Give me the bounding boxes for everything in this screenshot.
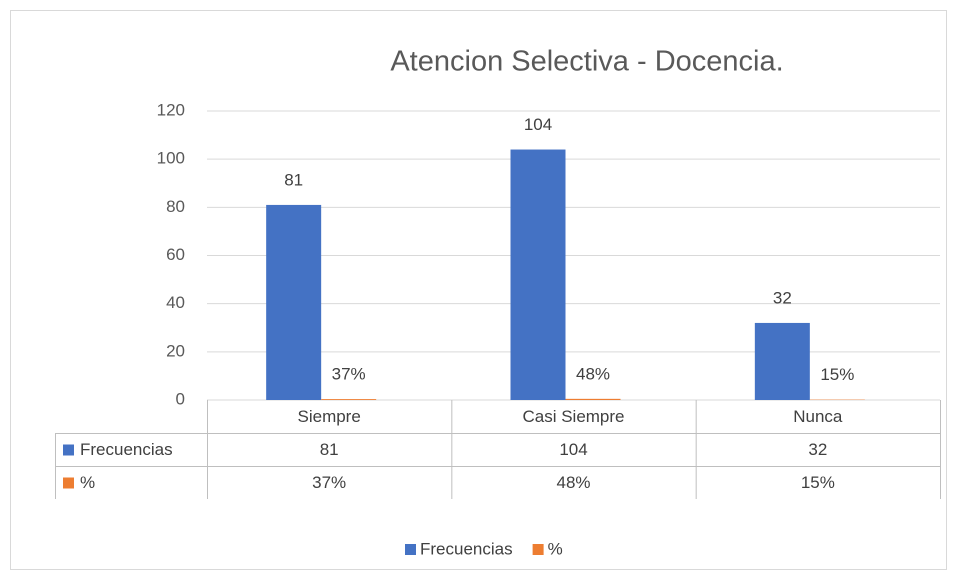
bar xyxy=(321,399,376,400)
data-label: 81 xyxy=(284,170,303,189)
y-tick-label: 40 xyxy=(166,293,185,312)
x-tick-label: Siempre xyxy=(298,407,361,426)
y-tick-label: 60 xyxy=(166,245,185,264)
table-cell: 32 xyxy=(808,440,827,459)
x-tick-label: Nunca xyxy=(793,407,843,426)
legend-label: Frecuencias xyxy=(420,539,513,558)
data-label: 48% xyxy=(576,364,610,383)
data-label: 37% xyxy=(332,365,366,384)
table-row-label: % xyxy=(80,473,95,492)
table-legend-key xyxy=(63,478,74,489)
legend-label: % xyxy=(548,539,563,558)
data-label: 104 xyxy=(524,115,552,134)
table-cell: 15% xyxy=(801,473,835,492)
x-tick-label: Casi Siempre xyxy=(522,407,624,426)
table-cell: 81 xyxy=(320,440,339,459)
y-tick-label: 100 xyxy=(157,149,185,168)
table-cell: 37% xyxy=(312,473,346,492)
y-tick-label: 0 xyxy=(176,389,185,408)
table-cell: 104 xyxy=(559,440,587,459)
table-cell: 48% xyxy=(556,473,590,492)
data-label: 15% xyxy=(820,365,854,384)
y-tick-label: 120 xyxy=(157,100,185,119)
data-label: 32 xyxy=(773,288,792,307)
bar xyxy=(566,399,621,400)
bar xyxy=(266,205,321,400)
bar xyxy=(755,323,810,400)
y-tick-label: 20 xyxy=(166,341,185,360)
table-legend-key xyxy=(63,445,74,456)
legend-key xyxy=(405,544,416,555)
chart-title: Atencion Selectiva - Docencia. xyxy=(390,46,783,78)
legend-key xyxy=(533,544,544,555)
bar xyxy=(511,150,566,400)
table-row-label: Frecuencias xyxy=(80,440,173,459)
y-tick-label: 80 xyxy=(166,197,185,216)
